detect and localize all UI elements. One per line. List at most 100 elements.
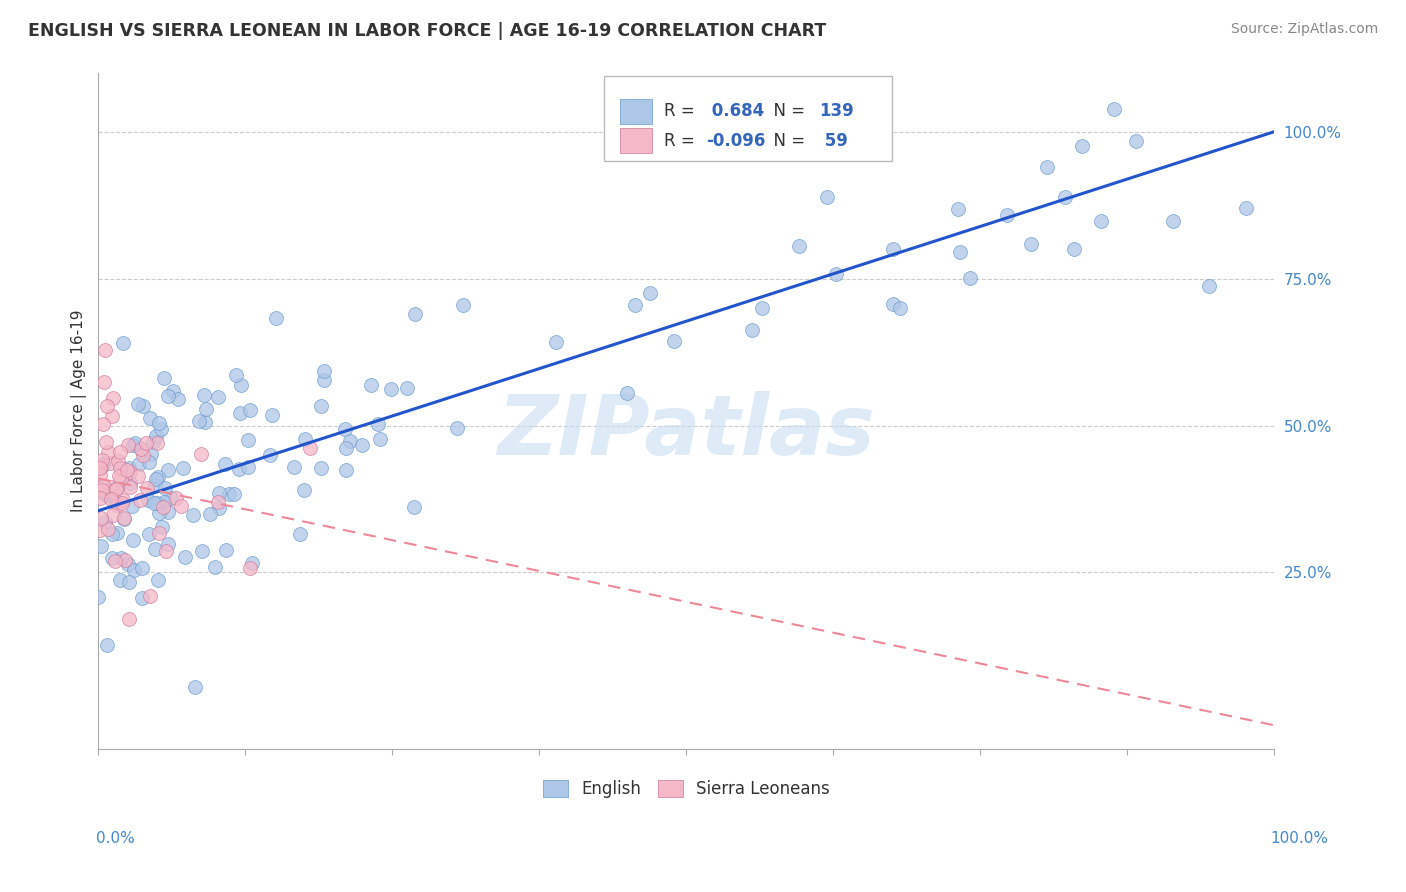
- Point: [150, 520, 173, 534]
- Point: [139, 411, 162, 425]
- Point: [94, 516, 117, 530]
- Point: [97, 445, 120, 459]
- Point: [100, 480, 122, 494]
- Point: [148, 470, 170, 484]
- Point: [148, 506, 170, 520]
- Point: [91, 459, 114, 474]
- Point: [100, 527, 122, 541]
- Point: [138, 526, 160, 541]
- Point: [311, 461, 333, 475]
- Point: [264, 310, 287, 325]
- Point: [882, 296, 904, 310]
- Point: [118, 461, 141, 475]
- Point: [156, 537, 179, 551]
- Point: [236, 433, 259, 447]
- Point: [215, 542, 238, 557]
- Point: [139, 589, 162, 603]
- Point: [314, 372, 336, 386]
- Point: [117, 557, 139, 571]
- Point: [129, 442, 152, 456]
- Point: [101, 483, 124, 498]
- Point: [90, 511, 112, 525]
- Point: [146, 496, 169, 510]
- Point: [238, 460, 260, 475]
- Text: N =: N =: [762, 132, 810, 150]
- Point: [104, 493, 127, 508]
- Point: [131, 591, 153, 605]
- Point: [129, 442, 152, 456]
- Point: [825, 267, 848, 281]
- Point: [117, 438, 139, 452]
- Point: [948, 202, 970, 216]
- Point: [148, 416, 170, 430]
- Point: [239, 403, 262, 417]
- Point: [90, 458, 112, 473]
- Point: [190, 447, 212, 461]
- Point: [995, 208, 1018, 222]
- Point: [138, 455, 160, 469]
- Point: [170, 499, 193, 513]
- Point: [815, 190, 838, 204]
- Point: [959, 270, 981, 285]
- Point: [228, 462, 250, 476]
- Point: [292, 483, 315, 497]
- Point: [624, 298, 647, 312]
- Point: [1234, 201, 1257, 215]
- Point: [160, 491, 183, 505]
- Point: [105, 482, 128, 496]
- Point: [188, 414, 211, 428]
- Point: [120, 480, 142, 494]
- Point: [1036, 161, 1059, 175]
- Point: [108, 460, 131, 475]
- Point: [290, 526, 312, 541]
- Point: [149, 422, 172, 436]
- Point: [152, 500, 174, 514]
- Point: [148, 525, 170, 540]
- Point: [94, 487, 117, 501]
- Point: [94, 434, 117, 449]
- Point: [107, 468, 129, 483]
- Point: [453, 298, 475, 312]
- Point: [111, 493, 134, 508]
- Point: [110, 551, 132, 566]
- Point: [157, 504, 180, 518]
- Y-axis label: In Labor Force | Age 16-19: In Labor Force | Age 16-19: [72, 310, 87, 512]
- Text: 59: 59: [820, 132, 848, 150]
- Point: [105, 526, 128, 541]
- Point: [90, 483, 112, 497]
- Point: [787, 238, 810, 252]
- Point: [135, 436, 157, 450]
- Point: [120, 475, 142, 490]
- Point: [157, 463, 180, 477]
- Point: [191, 544, 214, 558]
- Point: [110, 472, 132, 486]
- Point: [103, 508, 125, 523]
- Point: [889, 301, 911, 315]
- Point: [204, 560, 226, 574]
- Point: [260, 409, 283, 423]
- Point: [640, 285, 662, 300]
- Point: [100, 491, 122, 506]
- Point: [122, 438, 145, 452]
- Point: [89, 523, 111, 537]
- Point: [309, 399, 332, 413]
- Point: [145, 472, 167, 486]
- Point: [1090, 213, 1112, 227]
- Point: [152, 495, 174, 509]
- Point: [143, 496, 166, 510]
- Point: [402, 500, 425, 514]
- Point: [111, 496, 134, 510]
- Point: [152, 370, 174, 384]
- Point: [949, 244, 972, 259]
- Point: [193, 388, 215, 402]
- Text: R =: R =: [664, 132, 700, 150]
- Point: [194, 415, 217, 429]
- Point: [143, 541, 166, 556]
- Point: [172, 461, 194, 475]
- Point: [118, 612, 141, 626]
- Point: [96, 400, 118, 414]
- Point: [90, 452, 112, 467]
- Point: [335, 462, 357, 476]
- FancyBboxPatch shape: [620, 128, 652, 153]
- Point: [1063, 242, 1085, 256]
